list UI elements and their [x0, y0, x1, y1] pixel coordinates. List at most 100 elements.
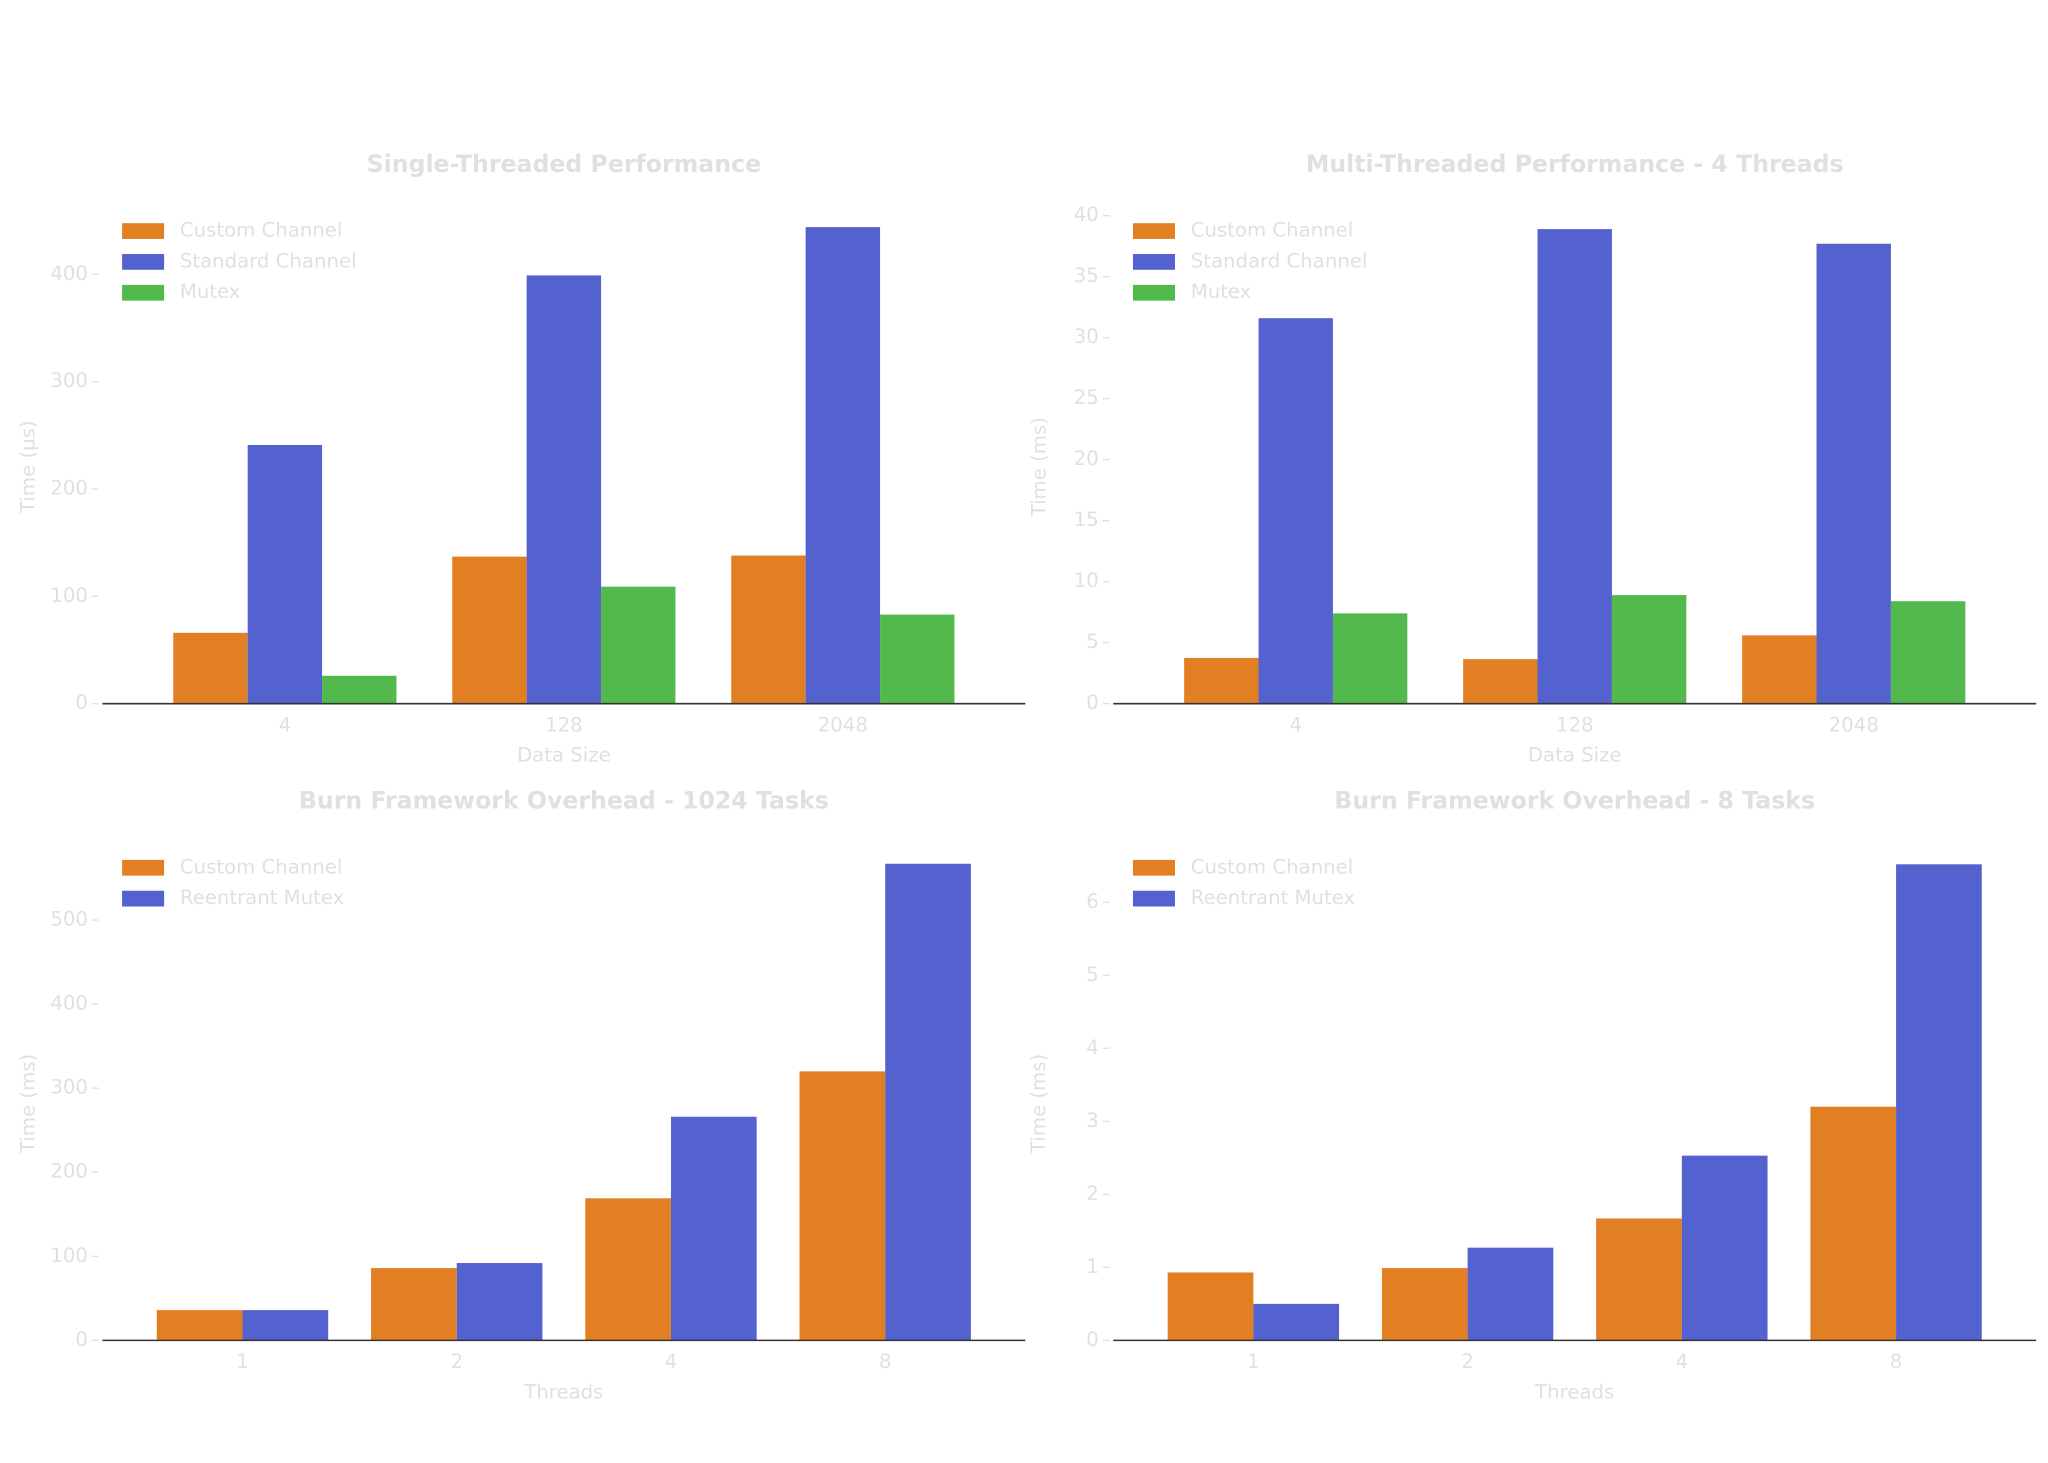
bar [452, 556, 527, 704]
x-tick-label: 8 [1890, 1350, 1903, 1373]
x-tick-label: 4 [665, 1350, 678, 1373]
bar [1463, 659, 1538, 704]
chart-title: Single-Threaded Performance [367, 150, 761, 178]
legend-label: Mutex [1191, 280, 1252, 303]
y-tick-label: 30 [1074, 325, 1099, 348]
y-tick-label: 5 [1086, 630, 1099, 653]
legend-swatch [1132, 890, 1175, 907]
y-tick-label: 3 [1086, 1109, 1099, 1132]
bar [1810, 1106, 1897, 1341]
bar [1890, 601, 1966, 704]
bar [1742, 635, 1817, 704]
bar [1253, 1303, 1340, 1341]
chart-title: Burn Framework Overhead - 1024 Tasks [299, 787, 829, 815]
y-axis-label: Time (ms) [16, 1054, 39, 1154]
x-tick-label: 4 [279, 713, 292, 736]
bar [1596, 1218, 1682, 1341]
x-tick-label: 2048 [1829, 713, 1879, 736]
x-tick-label: 2 [1461, 1350, 1474, 1373]
legend-label: Custom Channel [1191, 219, 1354, 242]
bar [1332, 613, 1408, 704]
bar [601, 586, 676, 704]
y-tick-label: 200 [50, 1160, 88, 1183]
legend-label: Custom Channel [1191, 855, 1354, 878]
legend-label: Reentrant Mutex [180, 886, 344, 909]
x-tick-label: 1 [236, 1350, 249, 1373]
bar [670, 1116, 757, 1341]
y-tick-label: 0 [75, 1328, 88, 1351]
x-axis-label: Data Size [517, 744, 611, 767]
bar [156, 1310, 243, 1341]
x-tick-label: 2 [450, 1350, 463, 1373]
legend-label: Custom Channel [180, 855, 343, 878]
y-tick-label: 2 [1086, 1182, 1099, 1205]
y-tick-label: 400 [50, 992, 88, 1015]
y-tick-label: 20 [1074, 447, 1099, 470]
y-tick-label: 0 [1086, 1328, 1099, 1351]
bar [371, 1268, 457, 1341]
bar [456, 1263, 543, 1341]
y-tick-label: 300 [50, 369, 88, 392]
y-tick-label: 100 [50, 1244, 88, 1267]
legend-swatch [122, 223, 165, 239]
bar [1381, 1268, 1468, 1341]
legend-swatch [122, 284, 165, 301]
y-tick-label: 100 [50, 584, 88, 607]
bar [1258, 318, 1333, 704]
bar [247, 444, 323, 704]
bar [1184, 657, 1259, 704]
x-axis-label: Threads [523, 1380, 603, 1403]
y-tick-label: 500 [50, 908, 88, 931]
bar [1681, 1155, 1768, 1341]
bar [1896, 864, 1982, 1341]
x-tick-label: 1 [1247, 1350, 1260, 1373]
y-tick-label: 6 [1086, 890, 1099, 913]
y-axis-label: Time (µs) [16, 420, 39, 514]
x-axis-label: Threads [1534, 1380, 1614, 1403]
bar [799, 1071, 886, 1341]
y-tick-label: 0 [1086, 691, 1099, 714]
y-tick-label: 1 [1086, 1255, 1099, 1278]
y-tick-label: 10 [1074, 569, 1099, 592]
bar [585, 1198, 671, 1341]
x-tick-label: 2048 [818, 713, 868, 736]
y-axis-label: Time (ms) [1027, 417, 1050, 517]
bar [885, 863, 971, 1341]
legend-swatch [1132, 254, 1175, 270]
bar [1167, 1272, 1254, 1341]
y-tick-label: 25 [1074, 386, 1099, 409]
y-tick-label: 40 [1074, 203, 1099, 226]
y-tick-label: 4 [1086, 1036, 1099, 1059]
x-tick-label: 8 [879, 1350, 892, 1373]
bar [526, 275, 602, 704]
bar [1816, 243, 1891, 704]
chart-title: Burn Framework Overhead - 8 Tasks [1334, 787, 1815, 815]
legend-swatch [1132, 284, 1175, 301]
bar [322, 675, 397, 704]
legend-swatch [122, 254, 165, 270]
bar [805, 227, 881, 704]
legend-swatch [1132, 223, 1175, 239]
bar [880, 614, 955, 704]
x-tick-label: 4 [1289, 713, 1302, 736]
legend-label: Standard Channel [180, 249, 357, 272]
y-tick-label: 15 [1074, 508, 1099, 531]
bar [1611, 595, 1687, 704]
x-tick-label: 4 [1676, 1350, 1689, 1373]
y-tick-label: 300 [50, 1076, 88, 1099]
y-tick-label: 0 [75, 691, 88, 714]
legend-swatch [122, 890, 165, 907]
legend-swatch [1132, 859, 1175, 876]
bar [1537, 229, 1612, 704]
legend-label: Custom Channel [180, 219, 343, 242]
y-tick-label: 400 [50, 262, 88, 285]
x-axis-label: Data Size [1528, 744, 1622, 767]
y-axis-label: Time (ms) [1027, 1054, 1050, 1154]
legend-swatch [122, 859, 165, 876]
y-tick-label: 35 [1074, 264, 1099, 287]
bar [1467, 1247, 1554, 1341]
legend-label: Standard Channel [1191, 249, 1368, 272]
bar [242, 1310, 329, 1341]
legend-label: Mutex [180, 280, 241, 303]
